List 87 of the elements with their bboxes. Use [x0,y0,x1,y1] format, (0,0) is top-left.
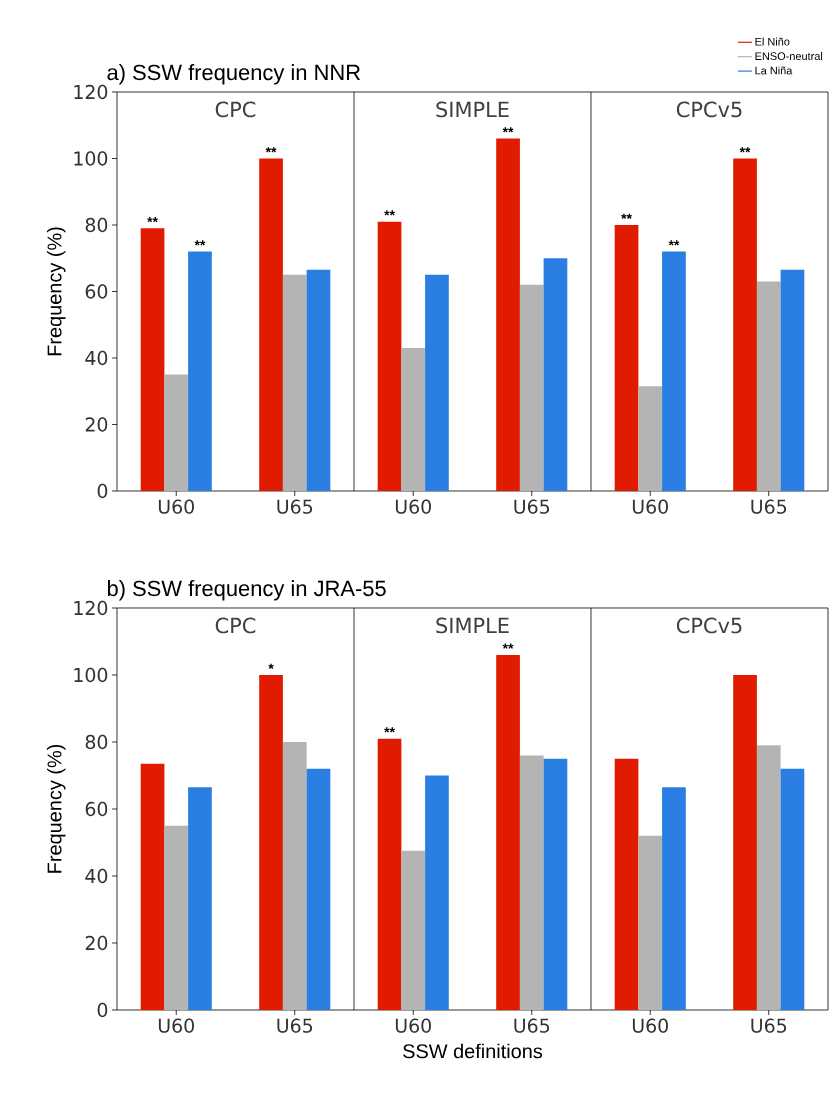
bar [662,251,686,491]
annotation: CPC [215,617,256,634]
bar [780,269,805,491]
data-label: ** [502,643,514,649]
x-tick-label: U65 [751,1018,787,1033]
bar [164,825,189,1010]
y-tick-label: 80 [85,734,108,750]
bar [140,763,165,1010]
x-axis-title: SSW definitions [403,1043,543,1059]
y-tick-label: 20 [85,935,108,951]
bar [377,221,402,491]
x-tick-label: U60 [158,499,194,514]
data-label: ** [265,147,277,153]
data-label: * [268,663,274,669]
chart-title: a) SSW frequency in NNR [107,64,361,85]
bar [282,741,307,1010]
legend-label: ENSO-neutral [755,51,823,61]
data-label: ** [147,217,158,223]
x-tick-label: U60 [395,1018,431,1033]
bar [638,386,663,491]
bar [543,258,568,491]
bar [614,758,639,1010]
x-tick-label: U60 [395,499,431,514]
annotation: SIMPLE [436,101,509,118]
bar [543,758,568,1010]
data-label: ** [194,240,206,246]
annotation: SIMPLE [436,617,509,634]
y-tick-label: 40 [85,350,108,366]
y-tick-label: 40 [85,868,108,884]
legend-label: La Niña [755,66,793,75]
annotation: CPCv5 [676,617,742,634]
y-axis-title: Frequency (%) [46,227,66,356]
bar [306,768,331,1010]
x-tick-label: U65 [751,499,787,514]
annotation: CPC [215,101,256,118]
data-label: ** [384,210,395,216]
y-tick-label: 120 [74,600,108,616]
bar [496,654,520,1010]
bar [306,269,331,491]
bar [662,787,686,1010]
bar [519,284,544,491]
x-tick-label: U65 [514,1018,550,1033]
bar [425,274,449,491]
chart-title: b) SSW frequency in JRA-55 [107,580,386,601]
bar [164,374,189,491]
bar [733,158,757,491]
y-tick-label: 120 [74,84,108,100]
bar [401,348,426,491]
x-tick-label: U65 [277,499,313,514]
legend-label: El Niño [755,37,790,46]
y-tick-label: 20 [85,417,108,432]
bar [756,745,781,1010]
bar [377,738,402,1010]
bar [188,787,212,1010]
x-tick-label: U60 [632,499,668,514]
y-tick-label: 100 [74,667,108,683]
data-label: ** [668,240,680,246]
bar [401,850,426,1010]
data-label: ** [502,127,514,133]
bar [519,755,544,1010]
bar [259,158,283,491]
bar [496,138,520,491]
bar [282,274,307,491]
bar [425,775,449,1010]
data-label: ** [739,147,751,153]
x-tick-label: U65 [277,1018,313,1033]
x-tick-label: U65 [514,499,550,514]
bar [638,835,663,1010]
x-tick-label: U60 [632,1018,668,1033]
x-tick-label: U60 [158,1018,194,1033]
y-tick-label: 0 [97,483,108,499]
y-axis-title: Frequency (%) [46,744,66,873]
bar [780,768,805,1010]
bar [733,674,757,1010]
bar [756,281,781,491]
bar [259,674,283,1010]
y-tick-label: 80 [85,217,108,233]
bar [140,228,165,491]
data-label: ** [621,213,632,219]
data-label: ** [384,727,395,733]
annotation: CPCv5 [676,101,742,118]
bar [614,224,639,491]
y-tick-label: 60 [85,284,108,299]
bar [188,251,212,491]
y-tick-label: 60 [85,801,108,817]
y-tick-label: 100 [74,151,108,166]
y-tick-label: 0 [97,1002,108,1018]
